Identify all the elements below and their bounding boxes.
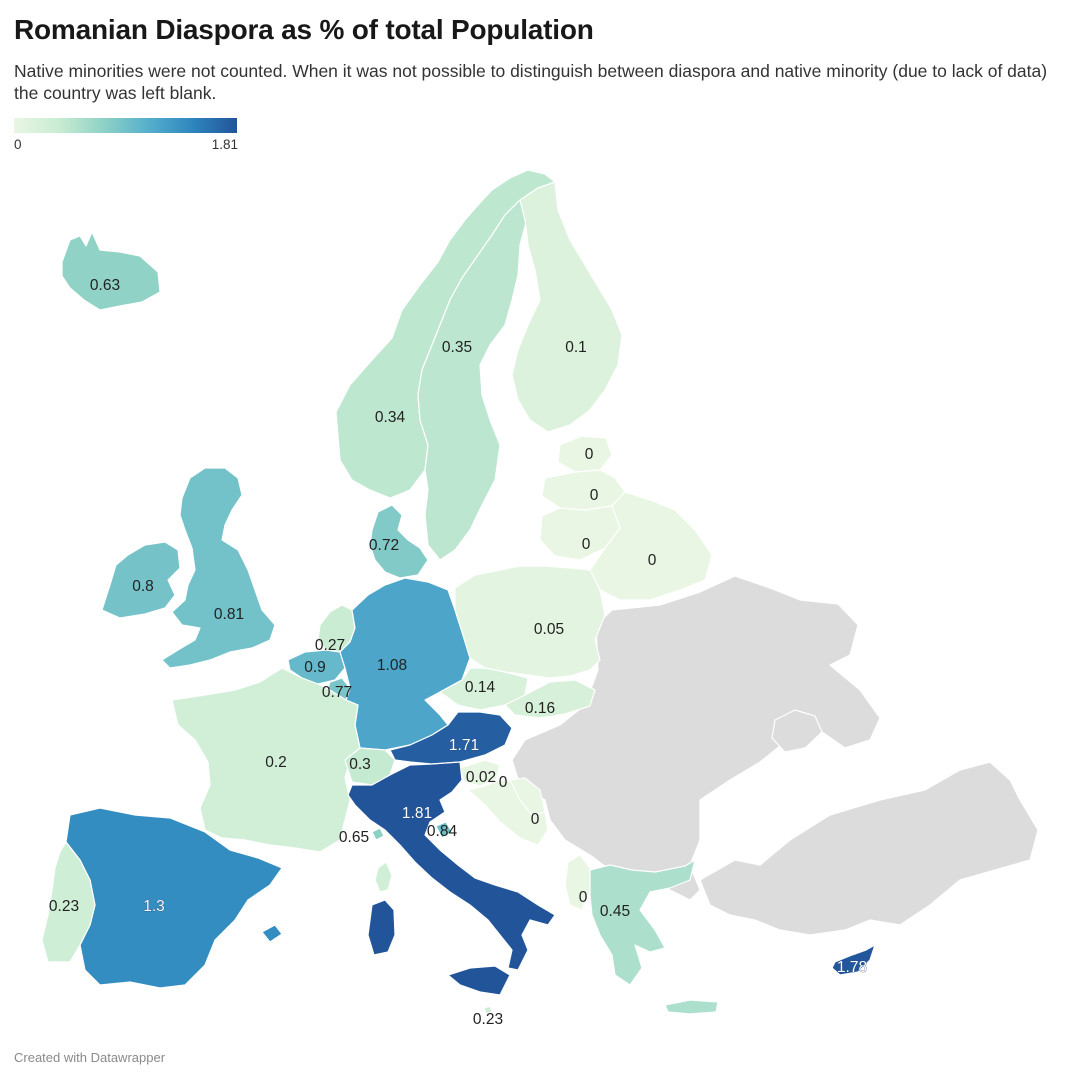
legend-max-label: 1.81: [211, 137, 238, 152]
value-label-belgium: 0.9: [304, 659, 326, 676]
value-label-poland: 0.05: [534, 621, 564, 638]
chart-header: Romanian Diaspora as % of total Populati…: [14, 12, 1070, 104]
value-label-switzerland: 0.3: [349, 756, 371, 773]
country-belgium[interactable]: [287, 649, 346, 685]
value-label-monaco: 0.65: [339, 829, 369, 846]
value-label-cyprus: 1.78: [837, 959, 867, 976]
value-label-malta: 0.23: [473, 1011, 503, 1028]
value-label-greece: 0.45: [600, 903, 630, 920]
value-label-belarus: 0: [648, 552, 657, 569]
country-greece[interactable]: [589, 859, 696, 986]
value-label-ireland: 0.8: [132, 578, 154, 595]
value-label-finland: 0.1: [565, 339, 587, 356]
value-label-germany: 1.08: [377, 657, 407, 674]
country-albania[interactable]: [564, 854, 591, 911]
legend-gradient-bar: [14, 118, 237, 133]
country-cyprus[interactable]: [831, 944, 876, 976]
data-countries: [41, 169, 876, 1015]
country-belarus[interactable]: [589, 491, 713, 601]
no-data-turkey[interactable]: [699, 761, 1039, 936]
value-label-slovenia: 0.02: [466, 769, 496, 786]
country-slovakia[interactable]: [504, 679, 596, 719]
country-malta[interactable]: [483, 1005, 493, 1015]
no-data-crimea[interactable]: [771, 709, 823, 753]
country-ireland[interactable]: [101, 541, 181, 619]
country-portugal[interactable]: [41, 841, 96, 963]
country-france[interactable]: [171, 667, 361, 853]
value-label-albania: 0: [579, 889, 588, 906]
value-label-bosnia-and-herzegovina: 0: [499, 774, 508, 791]
value-label-norway: 0.34: [375, 409, 406, 426]
value-labels: 0.63 0.34 0.35 0.1 0 0 0 0 0.72 0.8 0.81 0.27 0.9 0.7…: [49, 277, 867, 1028]
country-iceland[interactable]: [61, 231, 161, 311]
country-france-corsica[interactable]: [374, 861, 393, 893]
country-switzerland[interactable]: [344, 747, 396, 786]
value-label-spain: 1.3: [143, 898, 165, 915]
value-label-slovakia: 0.16: [525, 700, 555, 717]
value-label-luxembourg: 0.77: [322, 684, 352, 701]
country-italy[interactable]: [347, 761, 556, 971]
legend-labels: 0 1.81: [14, 137, 238, 155]
country-austria[interactable]: [389, 711, 513, 765]
chart-subtitle: Native minorities were not counted. When…: [14, 61, 1048, 103]
country-denmark[interactable]: [369, 504, 429, 579]
value-label-latvia: 0: [590, 487, 599, 504]
credit-footer: Created with Datawrapper: [14, 1050, 166, 1065]
country-united-kingdom[interactable]: [161, 467, 276, 669]
no-data-countries: [511, 575, 1039, 936]
color-legend: 0 1.81: [14, 118, 238, 155]
country-italy-sicily[interactable]: [447, 965, 511, 996]
country-latvia[interactable]: [541, 469, 626, 511]
value-label-san-marino: 0.84: [427, 823, 458, 840]
value-label-denmark: 0.72: [369, 537, 399, 554]
country-san-marino[interactable]: [435, 821, 453, 839]
country-monaco[interactable]: [371, 827, 385, 841]
country-italy-sardinia[interactable]: [367, 899, 396, 956]
value-label-lithuania: 0: [582, 536, 591, 553]
value-label-iceland: 0.63: [90, 277, 120, 294]
country-spain-balearics[interactable]: [261, 924, 283, 943]
country-sweden[interactable]: [417, 199, 529, 561]
country-poland[interactable]: [454, 565, 606, 679]
country-czechia[interactable]: [439, 667, 529, 711]
value-label-czechia: 0.14: [465, 679, 496, 696]
value-label-croatia: 0: [531, 811, 540, 828]
legend-min-label: 0: [14, 137, 22, 152]
country-finland[interactable]: [511, 181, 623, 433]
country-greece-crete[interactable]: [664, 999, 719, 1015]
country-slovenia[interactable]: [459, 759, 501, 787]
value-label-france: 0.2: [265, 754, 287, 771]
value-label-portugal: 0.23: [49, 898, 79, 915]
chart-title: Romanian Diaspora as % of total Populati…: [14, 14, 594, 45]
country-estonia[interactable]: [557, 435, 613, 473]
value-label-sweden: 0.35: [442, 339, 472, 356]
country-bosnia[interactable]: [509, 777, 546, 816]
value-label-austria: 1.71: [449, 737, 479, 754]
value-label-netherlands: 0.27: [315, 637, 345, 654]
value-label-united-kingdom: 0.81: [214, 606, 244, 623]
value-label-estonia: 0: [585, 446, 594, 463]
value-label-italy: 1.81: [402, 805, 432, 822]
